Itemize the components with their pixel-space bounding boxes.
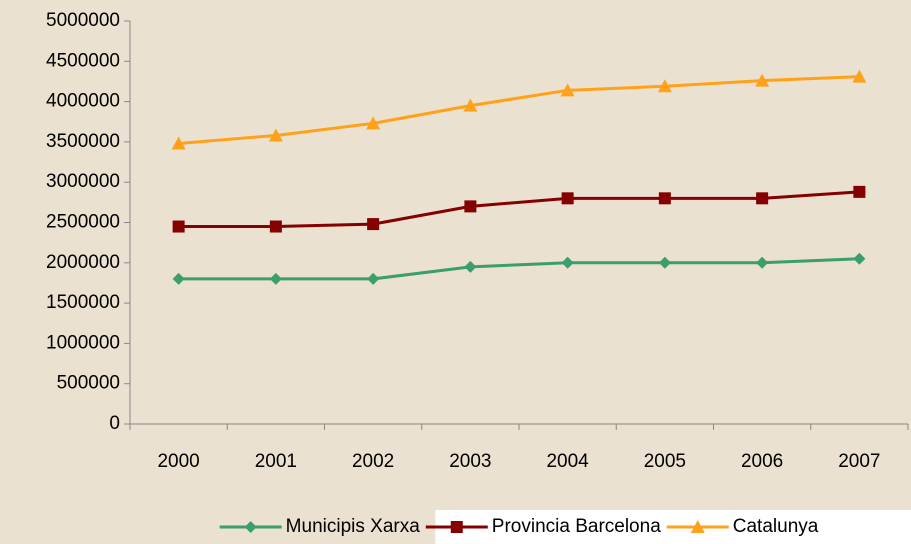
x-tick-label: 2001 xyxy=(255,451,297,472)
marker xyxy=(366,116,381,130)
legend-label: Municipis Xarxa xyxy=(286,516,421,537)
marker xyxy=(269,272,282,285)
y-tick-label: 4000000 xyxy=(46,91,120,112)
y-tick-label: 2000000 xyxy=(46,252,120,273)
marker xyxy=(755,73,770,87)
marker xyxy=(172,220,185,233)
x-tick-label: 2005 xyxy=(644,451,686,472)
x-tick-label: 2002 xyxy=(352,451,394,472)
marker xyxy=(367,218,380,231)
marker xyxy=(171,136,186,150)
legend-label: Catalunya xyxy=(733,516,819,537)
y-tick-label: 5000000 xyxy=(46,10,120,31)
marker xyxy=(852,69,867,83)
y-tick-label: 0 xyxy=(109,413,120,434)
x-tick-label: 2006 xyxy=(741,451,783,472)
marker xyxy=(172,272,185,285)
series-line xyxy=(178,257,860,281)
marker xyxy=(657,79,672,93)
y-tick-label: 1500000 xyxy=(46,292,120,313)
x-tick-label: 2004 xyxy=(546,451,589,472)
marker xyxy=(244,521,257,533)
marker xyxy=(690,520,705,533)
y-tick-label: 1000000 xyxy=(46,332,120,353)
marker xyxy=(450,521,463,533)
marker xyxy=(464,200,477,213)
marker xyxy=(756,256,769,269)
marker xyxy=(658,256,671,269)
y-tick-label: 3500000 xyxy=(46,131,120,152)
marker xyxy=(269,220,282,233)
x-tick-label: 2000 xyxy=(157,451,199,472)
marker xyxy=(561,192,574,205)
marker xyxy=(853,185,866,198)
series-line xyxy=(178,190,860,229)
y-tick-label: 4500000 xyxy=(46,50,120,71)
marker xyxy=(756,192,769,205)
series-line xyxy=(178,75,860,146)
legend-label: Provincia Barcelona xyxy=(492,516,661,537)
y-tick-label: 500000 xyxy=(57,373,120,394)
marker xyxy=(367,272,380,285)
marker xyxy=(853,252,866,265)
marker xyxy=(268,128,283,142)
x-tick-label: 2007 xyxy=(838,451,880,472)
x-tick-label: 2003 xyxy=(449,451,491,472)
y-tick-label: 2500000 xyxy=(46,212,120,233)
y-tick-label: 3000000 xyxy=(46,171,120,192)
marker xyxy=(561,256,574,269)
marker xyxy=(464,260,477,273)
marker xyxy=(463,98,478,112)
marker xyxy=(560,83,575,97)
legend: Municipis Xarxa Provincia Barcelona Catalu… xyxy=(219,510,911,544)
marker xyxy=(658,192,671,205)
